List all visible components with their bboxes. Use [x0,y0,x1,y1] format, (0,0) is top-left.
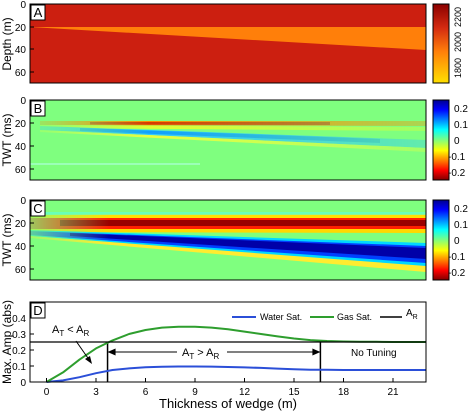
panel-d-ytick-label: 0.4 [12,314,26,325]
panel-c-letter: C [33,201,42,216]
panel-b-letter: B [34,101,43,116]
panel-c-mid-band [30,229,426,233]
no-tuning-label: No Tuning [351,348,397,359]
panel-d-ytick-label: 0.1 [12,362,26,373]
panel-b-colorbar [432,99,450,181]
panel-c-ytick-0: 0 [20,196,26,207]
panel-b-top-peak [40,125,426,131]
panel-d-xtick-label: 3 [93,387,99,398]
panel-d-series [30,325,426,383]
panel-a: A Depth (m) 0 20 40 60 2200 2000 1800 [0,0,463,84]
panel-d-yticks: 0 0.1 0.2 0.3 0.4 [12,314,34,389]
at-lt-ar-arrowhead [85,356,92,364]
panel-a-letter-box [30,4,46,21]
panel-c-base-peak-core [70,233,426,259]
panel-b-ytick-60: 60 [15,165,27,176]
panel-d-xticks: 0 3 6 9 12 15 18 21 [44,378,399,398]
panel-d-xlabel: Thickness of wedge (m) [159,396,297,411]
panel-d-xtick-label: 12 [239,387,251,398]
at-gt-ar-label: AT > AR [182,347,220,361]
panel-a-cbar-2000: 2000 [453,32,463,52]
panel-c: C TWT (ms) 0 20 40 60 0.2 0.1 0 -0.1 -0.… [0,196,468,281]
panel-a-yticks: 0 20 40 60 [15,0,34,79]
panel-d-ytick-label: 0 [20,378,26,389]
panel-b-cbar-neg0.1: -0.1 [448,152,466,163]
panel-c-frame [29,199,427,281]
panel-d-xtick-label: 9 [192,387,198,398]
panel-b-base-trough [40,130,426,152]
panel-c-colorbar [432,199,450,281]
legend-ar-label: AR [406,308,418,321]
panel-b-base-peak-core [80,128,380,143]
panel-c-cbar-0.2: 0.2 [454,204,468,215]
panel-b-cbar-0: 0 [454,136,460,147]
panel-d-xtick-label: 18 [338,387,350,398]
panel-c-cbar-0: 0 [454,236,460,247]
panel-a-colorbar [432,3,450,84]
panel-b-letter-box [30,100,46,117]
panel-c-ylabel: TWT (ms) [0,213,14,266]
series-line-water-sat- [46,365,426,383]
panel-d-xtick-label: 15 [288,387,300,398]
panel-a-ytick-0: 0 [20,0,26,11]
panel-c-cyan-upper [30,212,426,215]
panel-d-legend: Water Sat. Gas Sat. AR [232,308,418,322]
panel-a-ytick-20: 20 [15,23,27,34]
panel-b-ytick-0: 0 [20,96,26,107]
panel-d: D Max. Amp (abs) Thickness of wedge (m) … [0,300,427,411]
panel-a-frame [29,3,427,84]
panel-d-letter-box [30,302,46,319]
panel-d-xtick-label: 0 [44,387,50,398]
legend-water-label: Water Sat. [260,312,302,322]
panel-b-cbar-neg0.2: -0.2 [448,168,466,179]
at-gt-ar-label-bg [177,344,227,360]
panel-b: B TWT (ms) 0 20 40 60 0.2 0.1 0 -0.1 -0.… [0,96,468,181]
panel-d-tuning-lines [106,342,322,382]
panel-a-wedge [30,27,426,50]
panel-c-ytick-20: 20 [15,219,27,230]
panel-c-base-lower-halo [30,236,426,272]
panel-b-ytick-20: 20 [15,119,27,130]
panel-a-letter: A [34,5,43,20]
panel-c-ytick-60: 60 [15,265,27,276]
panel-d-ytick-label: 0.2 [12,346,26,357]
panel-b-ylabel: TWT (ms) [0,113,14,166]
panel-d-letter: D [33,303,42,318]
panel-c-cbar-0.1: 0.1 [454,220,468,231]
panel-a-cbar-1800: 1800 [453,58,463,78]
panel-a-ytick-40: 40 [15,45,27,56]
panel-c-cbar-neg0.1: -0.1 [448,252,466,263]
panel-d-ytick-label: 0.3 [12,330,26,341]
legend-gas-label: Gas Sat. [337,312,372,322]
panel-d-xtick-label: 6 [143,387,149,398]
panel-d-ylabel: Max. Amp (abs) [0,300,14,384]
panel-b-top-trough-core [90,122,330,125]
panel-b-frame [29,99,427,181]
panel-b-yticks: 0 20 40 60 [15,96,34,176]
panel-b-cbar-0.2: 0.2 [454,104,468,115]
panel-c-letter-box [30,200,46,217]
panel-d-xtick-label: 21 [387,387,399,398]
panel-c-ytick-40: 40 [15,242,27,253]
panel-a-ylabel: Depth (m) [0,17,14,70]
panel-d-frame [29,301,427,383]
panel-a-cbar-2200: 2200 [453,7,463,27]
panel-b-ytick-40: 40 [15,142,27,153]
panel-a-ytick-60: 60 [15,68,27,79]
panel-c-cbar-neg0.2: -0.2 [448,268,466,279]
panel-c-top-trough-core [60,220,426,226]
panel-b-wedge-reflections [40,121,426,152]
at-lt-ar-label: AT < AR [52,324,90,338]
panel-c-yticks: 0 20 40 60 [15,196,34,276]
panel-b-cbar-0.1: 0.1 [454,120,468,131]
